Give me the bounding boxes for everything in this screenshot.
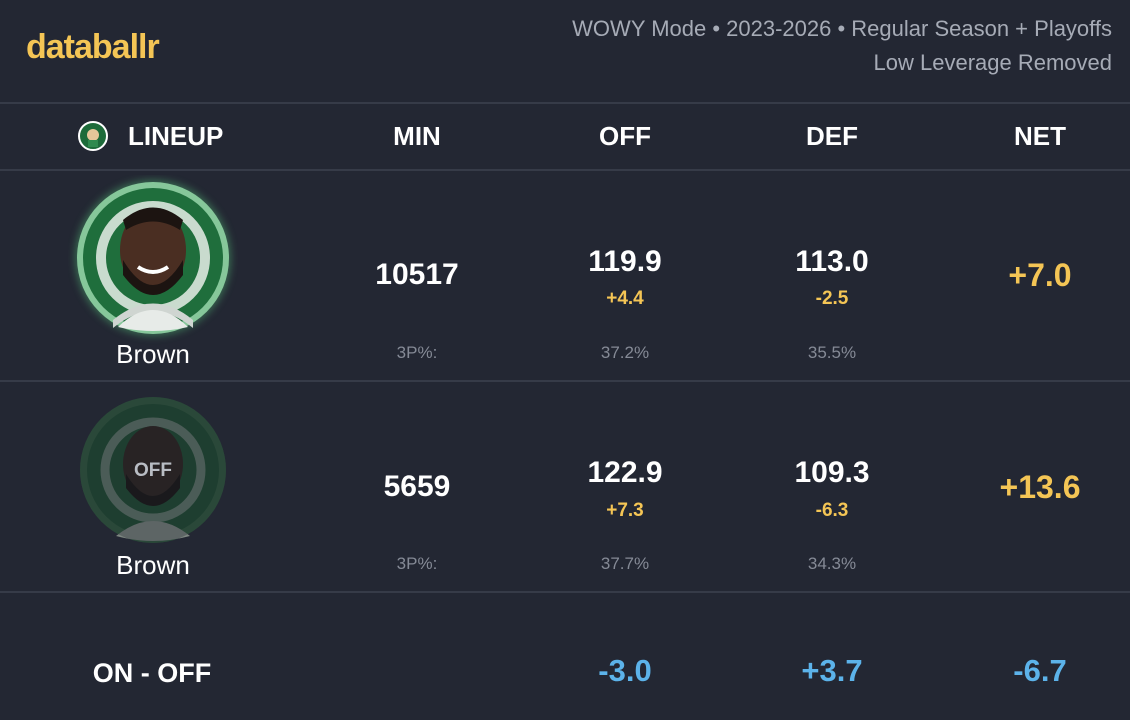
column-header: OFF [599, 121, 651, 151]
player-photo [75, 180, 231, 336]
player-name: Brown [116, 550, 190, 580]
column-header: MIN [393, 121, 441, 151]
def-delta: -2.5 [815, 288, 849, 309]
net-rating: +7.0 [1008, 257, 1072, 293]
stat-label: 3P%: [396, 343, 438, 362]
off-rating: 119.9 [588, 245, 662, 278]
def-rating: 109.3 [794, 456, 870, 489]
off-3p: 37.7% [600, 554, 650, 573]
off-delta: +4.4 [606, 288, 644, 309]
minutes: 10517 [375, 258, 459, 291]
divider [0, 591, 1130, 593]
off-3p: 37.2% [600, 343, 650, 362]
net-rating: +13.6 [999, 469, 1081, 505]
player-photo [80, 397, 226, 543]
divider [0, 169, 1130, 171]
team-logo [78, 121, 108, 151]
off-delta: +7.3 [606, 500, 644, 521]
def-3p: 35.5% [807, 343, 857, 362]
off-rating: 122.9 [587, 456, 663, 489]
on-off-label: ON - OFF [92, 658, 212, 688]
subtitle: Low Leverage Removed [873, 50, 1112, 75]
minutes: 5659 [383, 470, 451, 503]
on-off-def: +3.7 [801, 653, 863, 688]
def-3p: 34.3% [807, 554, 857, 573]
def-delta: -6.3 [815, 500, 849, 521]
column-header: LINEUP [128, 121, 224, 151]
player-name: Brown [116, 339, 190, 369]
divider [0, 380, 1130, 382]
divider [0, 102, 1130, 104]
subtitle: WOWY Mode • 2023-2026 • Regular Season +… [572, 16, 1112, 41]
column-header: DEF [806, 121, 858, 151]
stat-label: 3P%: [396, 554, 438, 573]
def-rating: 113.0 [795, 245, 869, 278]
brand: databallr [26, 28, 160, 66]
on-off-net: -6.7 [1013, 653, 1067, 688]
column-header: NET [1014, 121, 1066, 151]
off-badge: OFF [134, 460, 172, 481]
on-off-off: -3.0 [598, 653, 652, 688]
